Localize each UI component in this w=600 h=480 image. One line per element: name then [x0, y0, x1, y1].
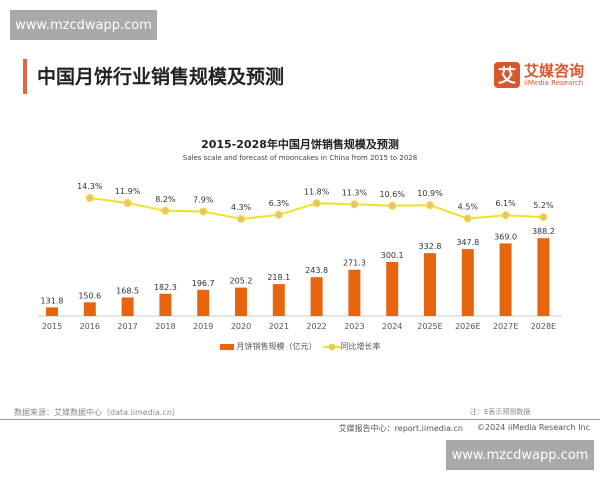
growth-label: 11.3%	[342, 188, 368, 197]
bar-label: 150.6	[78, 291, 101, 300]
bar	[499, 243, 512, 316]
bar-label: 218.1	[267, 273, 290, 282]
growth-label: 11.8%	[304, 187, 330, 196]
bar-label: 243.8	[305, 266, 328, 275]
title-accent-bar	[23, 59, 27, 94]
x-tick-label: 2021	[269, 322, 289, 331]
bar-label: 205.2	[230, 277, 253, 286]
data-source: 数据来源：艾媒数据中心（data.iimedia.cn）	[14, 408, 180, 417]
growth-label: 6.1%	[495, 199, 516, 208]
forecast-note: 注：E表示预测数据	[470, 408, 531, 416]
x-tick-label: 2018	[155, 322, 175, 331]
growth-point	[199, 207, 208, 216]
page-title: 中国月饼行业销售规模及预测	[37, 66, 285, 88]
growth-point	[463, 214, 472, 223]
x-tick-label: 2025E	[417, 322, 442, 331]
growth-point	[274, 210, 283, 219]
legend: 月饼销售规模（亿元） 同比增长率	[0, 341, 600, 352]
bar	[159, 293, 172, 316]
bar-label: 168.5	[116, 287, 139, 296]
copyright: ©2024 iiMedia Research Inc	[477, 423, 590, 432]
bar	[272, 284, 285, 316]
divider	[0, 419, 600, 420]
growth-point	[501, 211, 510, 220]
legend-bar-label: 月饼销售规模（亿元）	[236, 342, 317, 351]
legend-line: 同比增长率	[322, 341, 381, 352]
x-tick-label: 2024	[382, 322, 402, 331]
bar	[537, 238, 550, 316]
watermark: www.mzcdwapp.com	[446, 440, 594, 470]
bar-label: 369.0	[494, 232, 517, 241]
bar	[121, 297, 134, 316]
legend-bar: 月饼销售规模（亿元）	[219, 341, 317, 352]
logo-cn: 艾媒咨询	[524, 62, 585, 80]
bar	[310, 277, 323, 316]
growth-point	[539, 213, 548, 222]
growth-label: 7.9%	[193, 195, 214, 204]
chart-title: 2015-2028年中国月饼销售规模及预测	[201, 138, 399, 151]
x-tick-label: 2022	[306, 322, 326, 331]
bar	[235, 287, 247, 316]
growth-label: 14.3%	[77, 182, 103, 191]
logo-mark-icon: 艾	[494, 62, 520, 88]
growth-point	[388, 201, 397, 210]
chart-subtitle: Sales scale and forecast of mooncakes in…	[182, 154, 418, 162]
footer: 艾媒报告中心：report.iimedia.cn ©2024 iiMedia Re…	[339, 423, 590, 434]
x-tick-label: 2016	[80, 322, 100, 331]
bar-label: 347.8	[456, 238, 479, 247]
legend-line-swatch	[322, 343, 341, 350]
bar	[46, 307, 58, 316]
bar	[197, 289, 210, 316]
growth-label: 11.9%	[115, 187, 141, 196]
x-tick-label: 2026E	[455, 322, 480, 331]
growth-point	[123, 199, 132, 208]
x-tick-label: 2023	[344, 322, 364, 331]
bar	[386, 261, 399, 316]
logo-en: iiMedia Research	[524, 79, 584, 87]
legend-bar-swatch	[219, 343, 234, 350]
growth-label: 10.6%	[379, 190, 405, 199]
bar-label: 131.8	[41, 296, 64, 305]
bar-label: 182.3	[154, 283, 177, 292]
report-link[interactable]: 艾媒报告中心：report.iimedia.cn	[338, 424, 464, 433]
growth-label: 6.3%	[269, 199, 290, 208]
bar-label: 388.2	[532, 227, 555, 236]
growth-point	[350, 200, 359, 209]
watermark: www.mzcdwapp.com	[10, 10, 157, 40]
x-tick-label: 2017	[117, 322, 137, 331]
growth-label: 4.3%	[231, 203, 252, 212]
growth-point	[312, 199, 321, 208]
bar-label: 332.8	[419, 242, 442, 251]
bar	[461, 249, 474, 316]
logo: 艾 艾媒咨询 iiMedia Research	[494, 62, 584, 88]
x-tick-label: 2020	[231, 322, 251, 331]
x-tick-label: 2015	[42, 322, 62, 331]
bar-label: 196.7	[192, 279, 215, 288]
growth-point	[161, 206, 170, 215]
growth-point	[426, 201, 434, 210]
bar	[83, 302, 96, 316]
growth-label: 8.2%	[155, 195, 176, 204]
growth-label: 4.5%	[458, 203, 479, 212]
bar	[424, 253, 436, 316]
bar	[348, 269, 361, 316]
growth-label: 5.2%	[533, 201, 554, 210]
bar-label: 300.1	[381, 251, 404, 260]
bar-label: 271.3	[343, 259, 366, 268]
growth-point	[85, 194, 94, 202]
growth-point	[237, 215, 245, 223]
x-tick-label: 2028E	[531, 322, 556, 331]
legend-line-label: 同比增长率	[340, 342, 381, 351]
growth-label: 10.9%	[417, 189, 443, 198]
x-tick-label: 2027E	[493, 322, 518, 331]
x-tick-label: 2019	[193, 322, 213, 331]
